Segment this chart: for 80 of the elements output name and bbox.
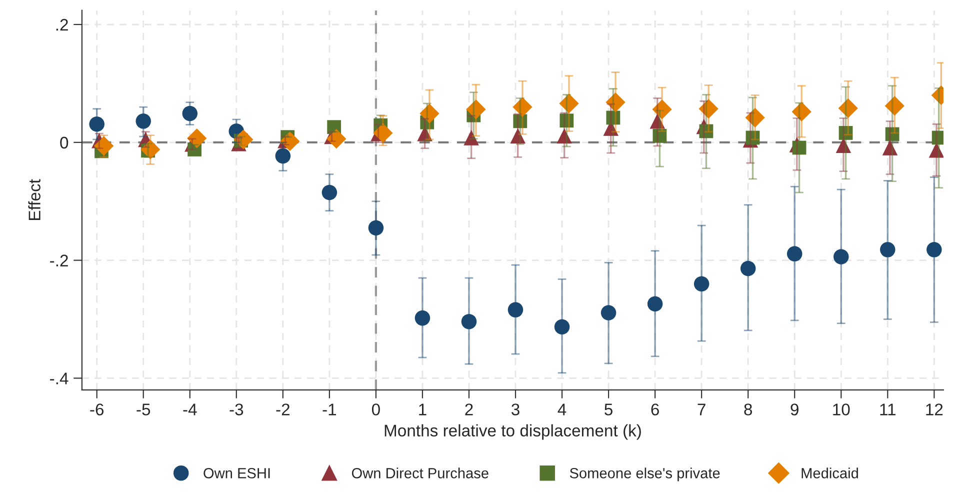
- point: [838, 126, 853, 140]
- point: [606, 110, 620, 125]
- x-tick-label: 7: [698, 404, 706, 416]
- point: [508, 302, 524, 318]
- x-tick-label: 6: [651, 404, 659, 416]
- point: [513, 114, 528, 128]
- point: [368, 220, 384, 236]
- x-tick-label: 1: [419, 404, 426, 416]
- point: [94, 136, 114, 156]
- point: [187, 128, 207, 148]
- point: [600, 305, 616, 320]
- x-tick-label: -4: [183, 404, 197, 416]
- legend-label: Own Direct Purchase: [352, 468, 488, 478]
- point: [89, 116, 104, 132]
- point: [880, 242, 896, 258]
- x-axis-title: Months relative to displacement (k): [384, 424, 641, 440]
- point: [510, 128, 526, 144]
- point: [275, 148, 291, 164]
- legend-label: Own ESHI: [204, 468, 270, 478]
- point: [234, 130, 254, 150]
- x-tick-label: 0: [372, 404, 380, 416]
- point: [606, 92, 626, 112]
- point: [650, 114, 666, 129]
- point: [136, 114, 151, 129]
- point: [140, 140, 160, 160]
- point: [792, 140, 806, 155]
- y-tick-label: -.4: [50, 372, 68, 384]
- x-tick-label: 11: [880, 404, 896, 416]
- legend-label: Someone else's private: [570, 468, 720, 482]
- point: [647, 296, 663, 312]
- y-axis-title: Effect: [28, 179, 40, 220]
- point: [652, 100, 672, 120]
- point: [326, 129, 346, 149]
- point: [373, 123, 393, 143]
- point: [461, 314, 477, 330]
- x-tick-label: -6: [90, 404, 104, 416]
- point: [694, 276, 710, 292]
- point: [786, 246, 802, 262]
- point: [746, 130, 760, 145]
- point: [882, 140, 898, 156]
- point: [836, 138, 852, 153]
- y-tick-label: -.2: [50, 254, 68, 266]
- y-tick-label: .2: [56, 18, 68, 31]
- point: [182, 106, 198, 122]
- point: [280, 131, 300, 152]
- point: [466, 100, 486, 120]
- point: [792, 102, 812, 122]
- x-tick-label: 5: [604, 404, 612, 416]
- point: [414, 310, 430, 326]
- point: [322, 184, 338, 200]
- point: [556, 128, 572, 144]
- point: [740, 260, 756, 276]
- x-tick-label: 9: [790, 404, 798, 416]
- x-tick-label: -2: [276, 404, 290, 416]
- x-tick-label: 8: [744, 404, 752, 416]
- point: [554, 319, 570, 335]
- point: [884, 96, 904, 116]
- point: [833, 249, 849, 264]
- point: [560, 114, 574, 128]
- x-tick-label: 12: [926, 404, 943, 416]
- point: [885, 127, 900, 142]
- x-tick-label: 2: [465, 404, 473, 416]
- point: [420, 104, 440, 124]
- x-tick-label: 3: [512, 404, 520, 416]
- x-tick-label: 10: [833, 404, 850, 416]
- point: [745, 108, 765, 128]
- point: [699, 124, 714, 138]
- legend-label: Medicaid: [802, 468, 858, 478]
- x-tick-label: -3: [230, 404, 244, 416]
- point: [464, 130, 479, 146]
- point: [698, 98, 718, 119]
- point: [559, 94, 579, 114]
- x-tick-label: 4: [558, 404, 566, 416]
- x-tick-label: -5: [136, 404, 150, 416]
- point: [926, 242, 942, 258]
- point: [838, 98, 858, 118]
- x-tick-label: -1: [322, 404, 336, 416]
- y-tick-label: 0: [60, 136, 68, 149]
- point: [652, 128, 667, 143]
- point: [512, 97, 532, 117]
